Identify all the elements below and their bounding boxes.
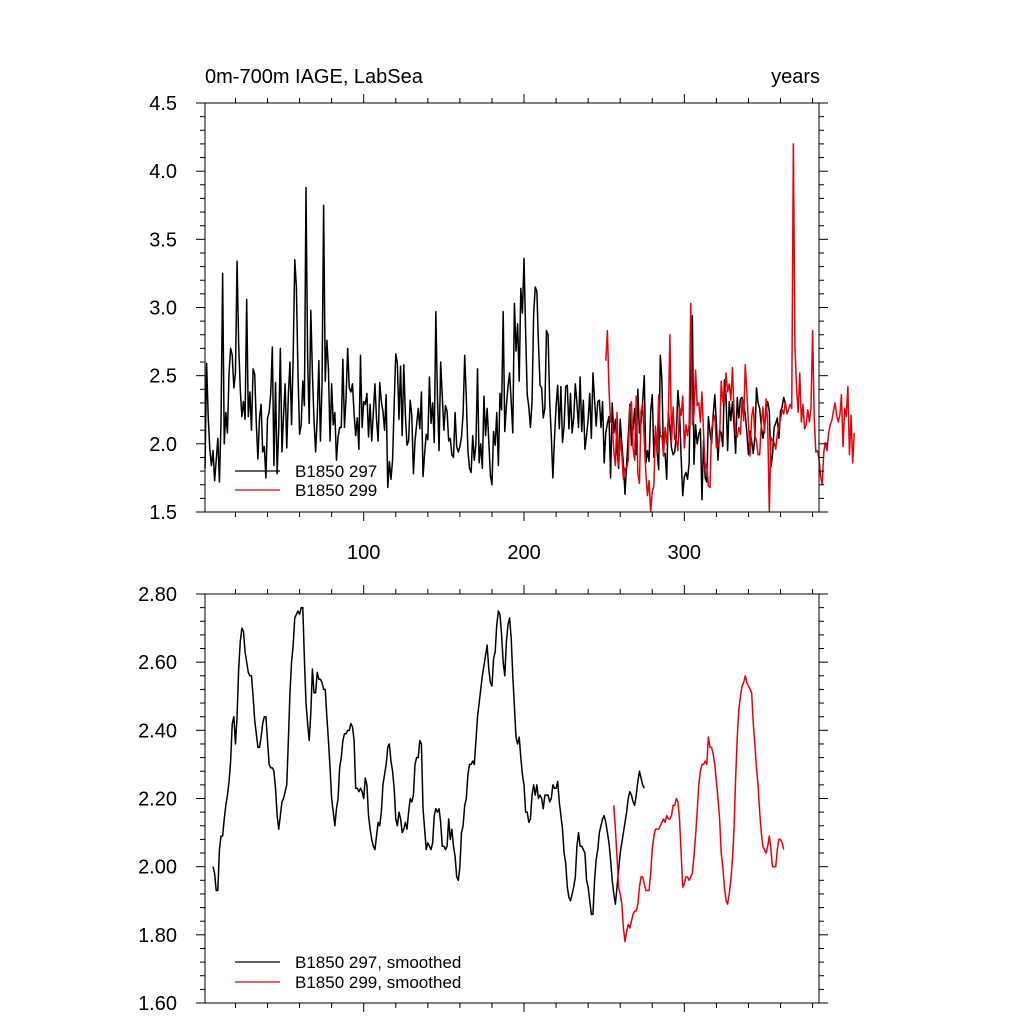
top-panel-series-layer bbox=[204, 143, 856, 513]
bottom-panel-series-layer bbox=[212, 606, 785, 943]
legend-label-297-smoothed: B1850 297, smoothed bbox=[295, 953, 461, 972]
top-x-tick-label: 300 bbox=[668, 542, 701, 564]
bottom-y-tick-label: 1.80 bbox=[138, 925, 177, 947]
top-y-tick-label: 1.5 bbox=[149, 502, 177, 524]
top-panel-title-left: 0m-700m IAGE, LabSea bbox=[205, 66, 424, 88]
bottom-series-line-1 bbox=[212, 606, 645, 916]
bottom-series-line-2 bbox=[613, 675, 785, 943]
top-y-tick-label: 4.0 bbox=[149, 161, 177, 183]
top-panel-title-right: years bbox=[771, 66, 820, 88]
bottom-y-tick-label: 2.80 bbox=[138, 584, 177, 606]
bottom-y-tick-label: 2.40 bbox=[138, 720, 177, 742]
top-series-line-2 bbox=[605, 143, 856, 513]
bottom-panel-legend: B1850 297, smoothed B1850 299, smoothed bbox=[235, 953, 461, 992]
legend-label-299-smoothed: B1850 299, smoothed bbox=[295, 973, 461, 992]
top-y-tick-label: 4.5 bbox=[149, 93, 177, 115]
top-series-line-1 bbox=[204, 186, 787, 501]
legend-label-297: B1850 297 bbox=[295, 462, 377, 481]
bottom-y-tick-label: 2.20 bbox=[138, 789, 177, 811]
top-y-tick-label: 2.0 bbox=[149, 434, 177, 456]
top-y-tick-label: 2.5 bbox=[149, 366, 177, 388]
top-x-tick-label: 200 bbox=[507, 542, 540, 564]
top-y-tick-label: 3.5 bbox=[149, 229, 177, 251]
bottom-panel: 1.60 1.80 2.00 2.20 2.40 2.60 2.80 B1850 297, … bbox=[138, 584, 828, 1015]
top-panel-ticks: 1.5 2.0 2.5 3.0 3.5 4.0 4.5 100 200 300 bbox=[149, 93, 828, 564]
top-y-tick-label: 3.0 bbox=[149, 298, 177, 320]
bottom-y-tick-label: 2.00 bbox=[138, 857, 177, 879]
bottom-panel-ticks: 1.60 1.80 2.00 2.20 2.40 2.60 2.80 bbox=[138, 584, 828, 1015]
top-x-tick-label: 100 bbox=[347, 542, 380, 564]
top-panel: 0m-700m IAGE, LabSea years 1.5 2.0 2.5 3.0 3… bbox=[149, 66, 856, 564]
top-panel-legend: B1850 297 B1850 299 bbox=[235, 462, 377, 500]
bottom-y-tick-label: 2.60 bbox=[138, 652, 177, 674]
legend-label-299: B1850 299 bbox=[295, 481, 377, 500]
bottom-y-tick-label: 1.60 bbox=[138, 993, 177, 1015]
